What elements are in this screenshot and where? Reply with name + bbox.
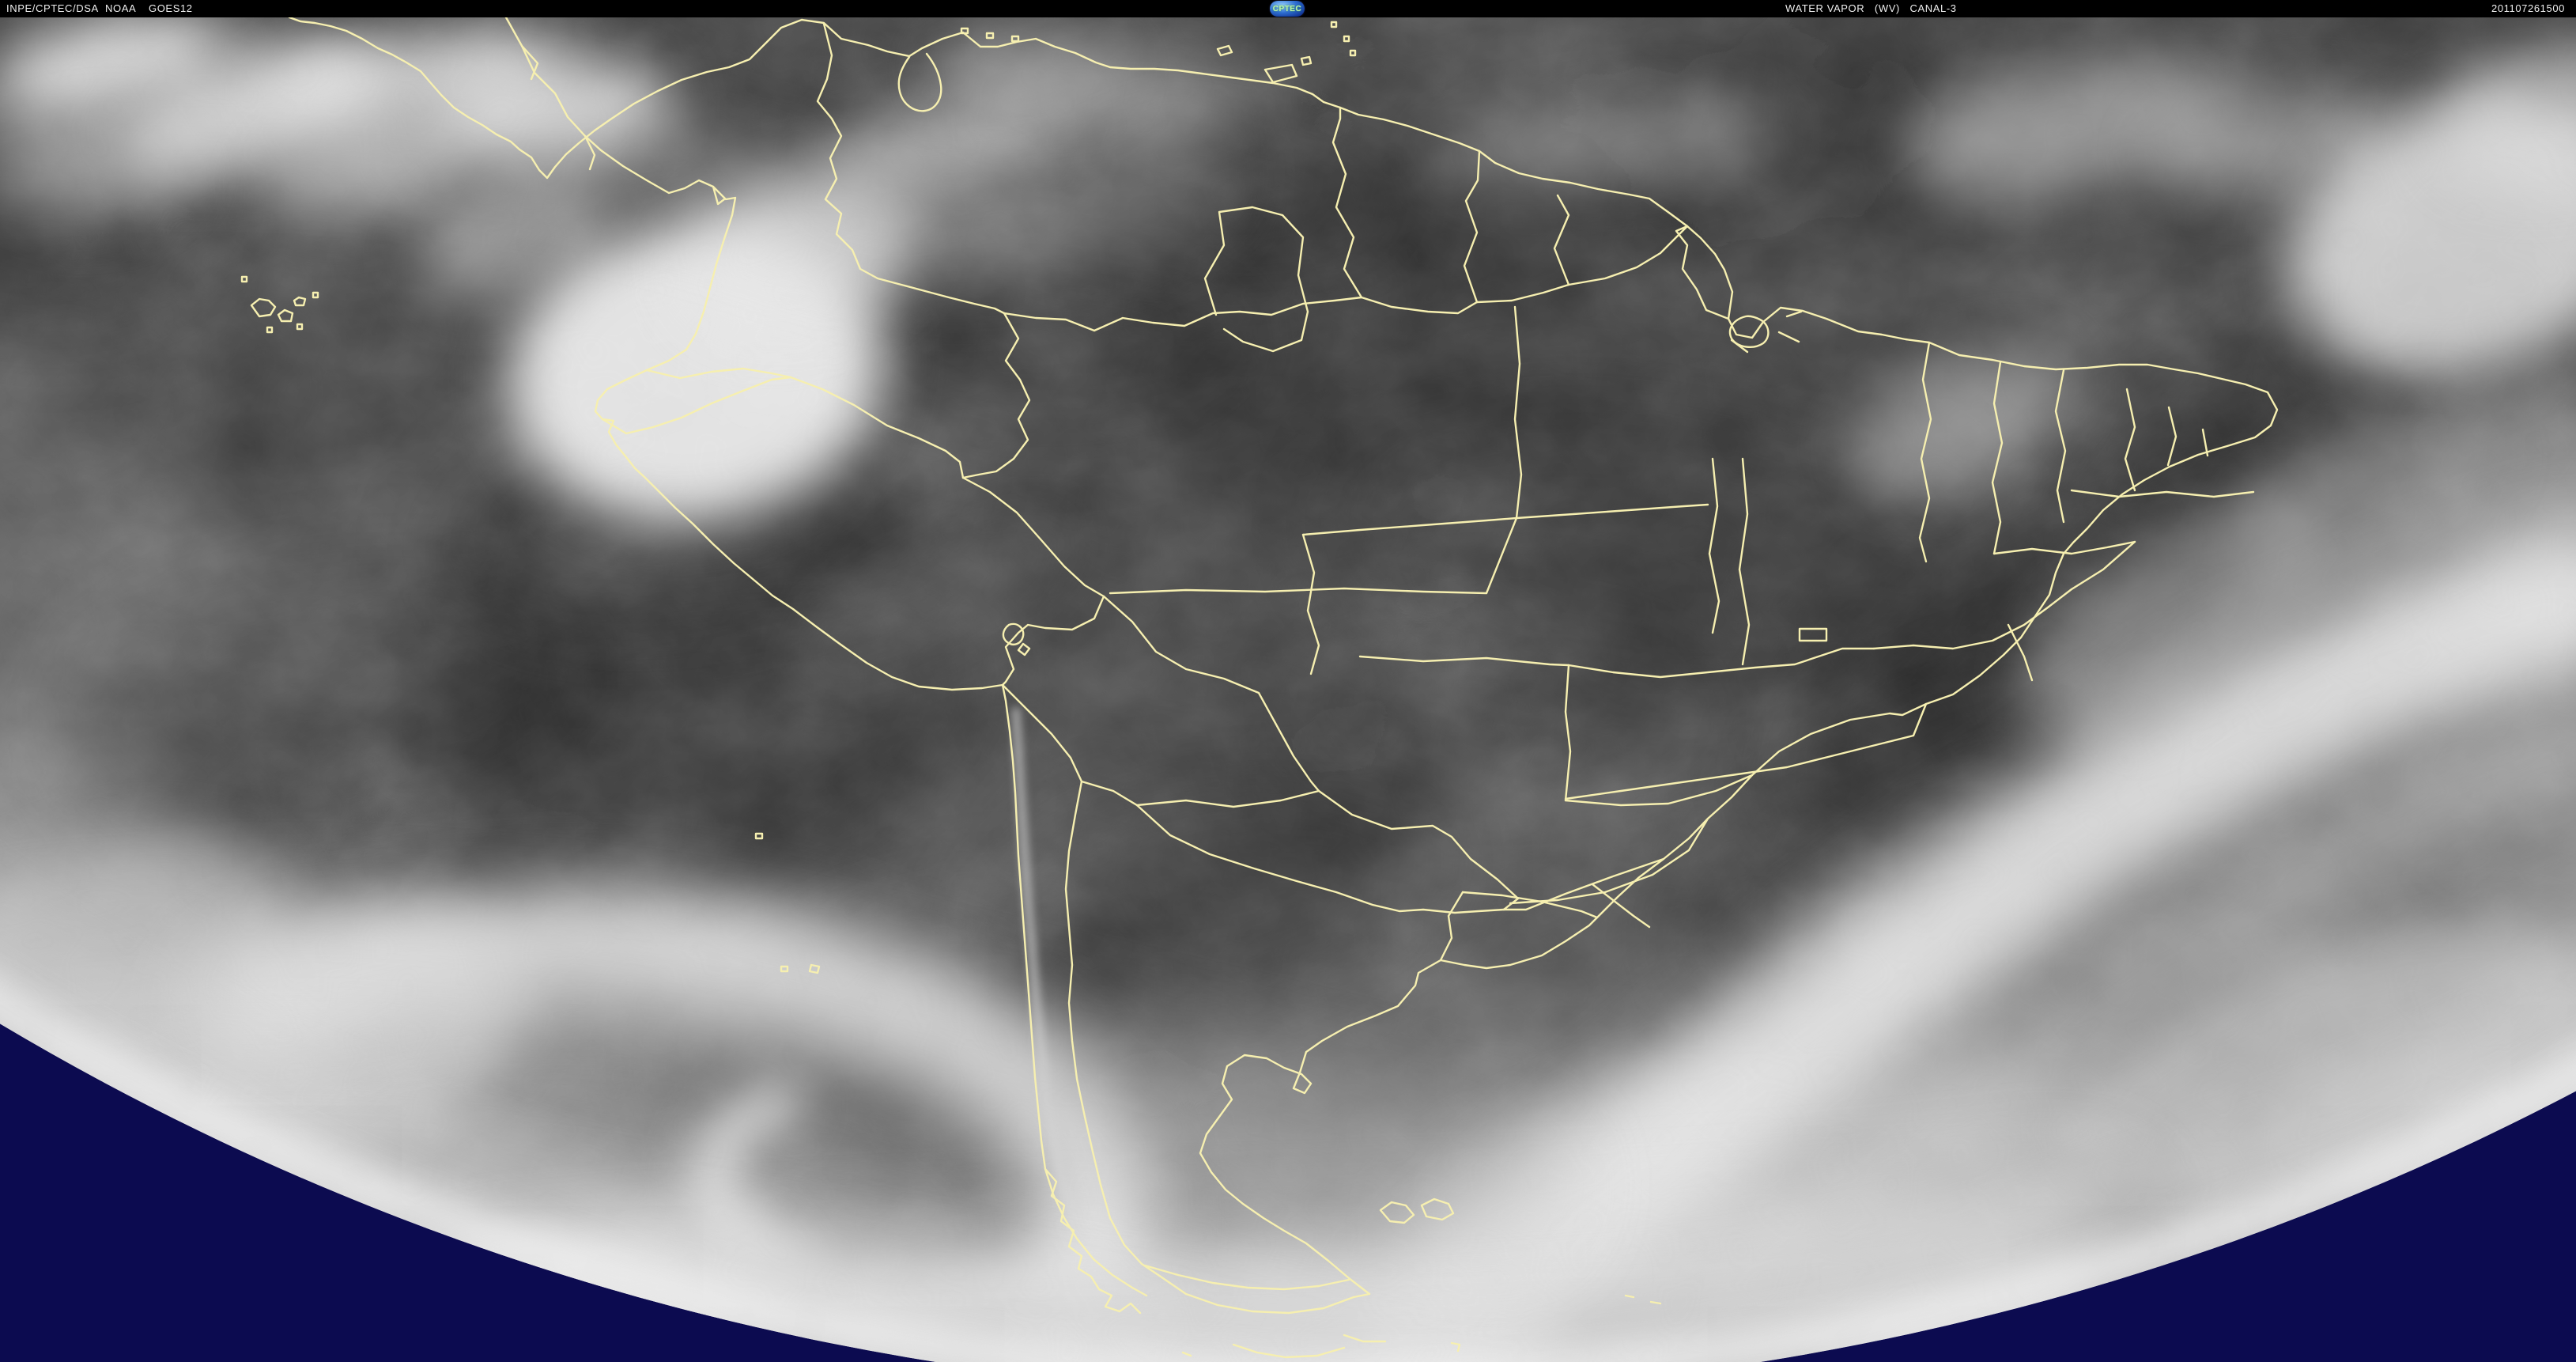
map-border-border-venezuela-brazil	[1003, 296, 1363, 332]
map-border-border-bolivia-chile	[1001, 683, 1083, 783]
map-border-amazon-mouth-channels	[1730, 310, 1803, 354]
map-border-state-amazonas-para	[1513, 305, 1523, 520]
map-border-central-america-borders	[520, 44, 726, 206]
map-border-tierra-del-fuego-south	[1157, 1273, 1371, 1315]
map-border-state-maranhao-piaui	[1991, 361, 2004, 555]
map-border-lake-titicaca	[1002, 622, 1031, 656]
map-border-lake-maracaibo	[897, 52, 942, 112]
map-border-state-para-maranhao	[1918, 341, 1932, 563]
map-border-border-suriname-guiana	[1553, 194, 1570, 286]
political-borders-overlay	[240, 16, 2279, 1359]
map-border-state-tocantins-goias	[1708, 457, 1751, 666]
satellite-label: GOES12	[149, 2, 193, 14]
map-border-pacific-islets	[754, 832, 821, 974]
map-border-state-minas-es	[2007, 623, 2034, 682]
map-border-marajo-island	[1728, 315, 1770, 348]
map-border-border-colombia-brazil	[961, 312, 1031, 479]
map-border-state-sc-rs	[1502, 857, 1665, 911]
map-border-border-guyana-brazil	[1360, 296, 1479, 315]
map-border-state-matogrosso-south	[1358, 655, 1570, 667]
map-border-state-ms-east	[1564, 664, 1572, 802]
map-border-border-paraguay-brazil	[1317, 789, 1520, 911]
map-border-border-guyana-venezuela	[1331, 106, 1363, 299]
map-border-border-bolivia-argentina	[1080, 780, 1139, 807]
map-border-state-amazonas-south	[1109, 516, 1518, 595]
map-border-state-matogrosso-west	[1301, 533, 1320, 675]
map-border-lagoa-dos-patos	[1591, 883, 1651, 929]
map-border-state-goias-minas	[1567, 647, 1875, 679]
map-border-border-peru-bolivia	[1001, 595, 1105, 687]
map-border-state-ne-small	[2070, 388, 2255, 498]
map-border-border-colombia-venezuela	[816, 22, 1006, 315]
map-border-trinidad-island	[1263, 55, 1313, 84]
cptec-logo: CPTEC	[1270, 1, 1305, 17]
annotation-bar: INPE/CPTEC/DSA NOAA GOES12 CPTEC WATER V…	[0, 0, 2576, 17]
map-border-state-bahia-north	[1992, 540, 2136, 555]
map-border-state-distrito-federal	[1798, 627, 1828, 642]
noaa-label: NOAA	[105, 2, 137, 14]
cptec-logo-text: CPTEC	[1272, 4, 1302, 13]
map-border-chile-fjords	[1044, 1167, 1142, 1315]
map-border-border-ecuador-peru	[601, 376, 792, 435]
map-border-galapagos-islands	[240, 275, 319, 334]
map-border-magellan-strait	[1143, 1264, 1350, 1291]
map-border-state-piaui-ceara	[2054, 369, 2067, 524]
map-border-coast-pacific	[504, 16, 1148, 1297]
map-border-border-paraguay-argentina	[1135, 804, 1505, 914]
map-border-border-argentina-chile	[1064, 780, 1160, 1277]
map-border-state-minas-saopaulo	[1564, 702, 1928, 800]
film-grain	[0, 17, 2576, 1362]
map-border-caribbean-islands	[960, 21, 1357, 57]
map-border-far-south-islands	[1181, 1294, 1662, 1359]
map-border-border-ecuador-colombia	[645, 367, 792, 380]
map-border-state-bahia-minas	[1872, 540, 2136, 650]
map-border-border-peru-brazil	[961, 476, 1105, 598]
map-border-state-roraima	[1203, 206, 1309, 353]
map-border-falkland-islands	[1379, 1197, 1455, 1224]
product-title: WATER VAPOR (WV) CANAL-3	[1785, 2, 1957, 14]
map-border-border-bolivia-paraguay	[1135, 789, 1320, 808]
map-border-state-saopaulo-parana	[1564, 774, 1754, 807]
timestamp: 201107261500	[2491, 2, 2565, 14]
map-border-border-argentina-uruguay	[1439, 891, 1464, 962]
map-border-border-guiana-brazil	[1567, 225, 1689, 286]
map-border-state-amapa-para	[1675, 225, 1730, 320]
map-border-state-matogrosso-north	[1301, 503, 1709, 536]
agency-label: INPE/CPTEC/DSA	[6, 2, 99, 14]
map-border-border-bolivia-brazil	[1102, 595, 1320, 793]
map-border-coast-atlantic	[288, 16, 2279, 1296]
map-border-border-suriname-brazil	[1475, 283, 1570, 304]
map-border-border-guyana-suriname	[1463, 149, 1481, 304]
map-border-border-colombia-peru	[789, 376, 965, 479]
